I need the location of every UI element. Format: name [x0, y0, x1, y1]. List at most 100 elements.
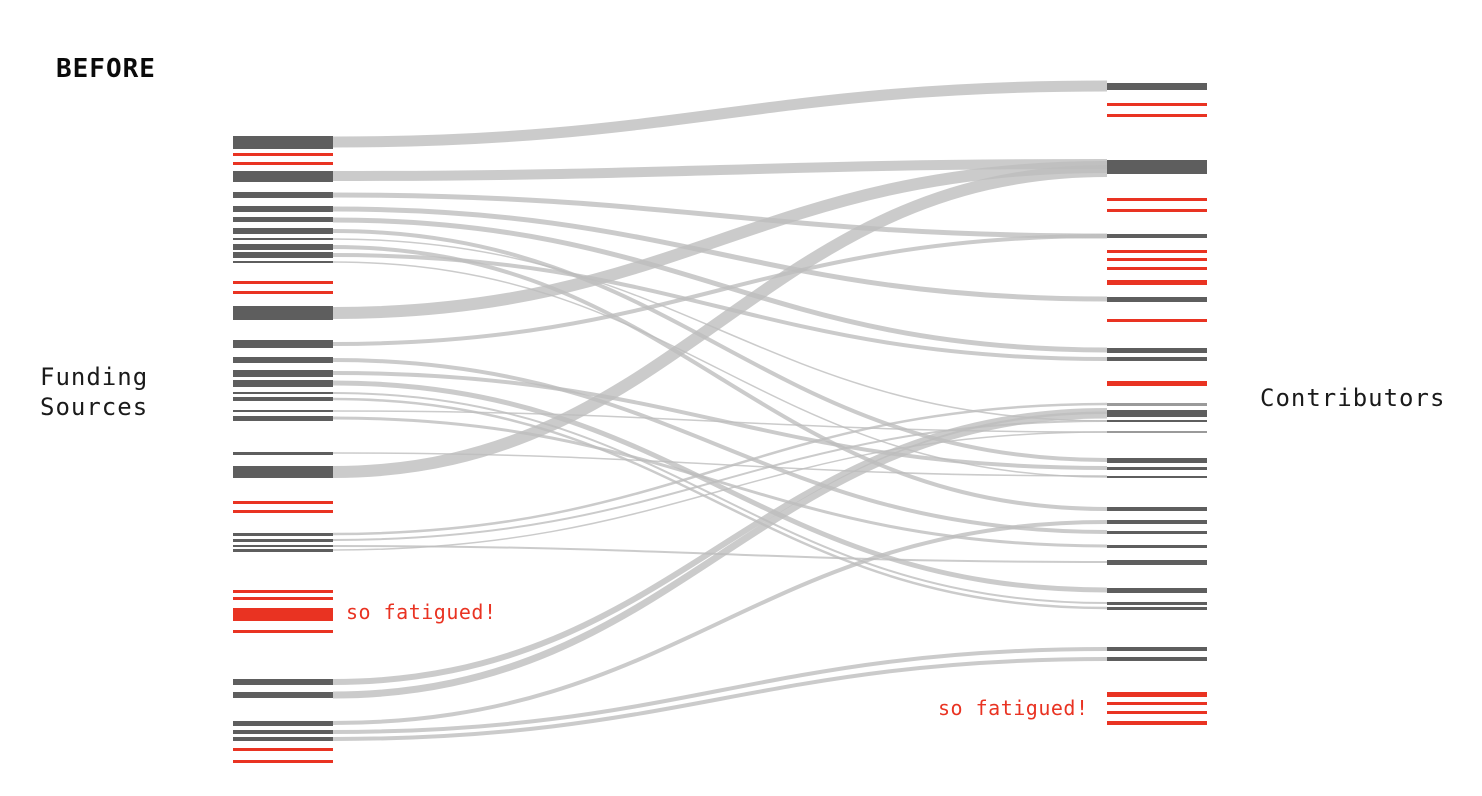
contributor-node-24 [1107, 520, 1207, 524]
funding-node-32 [233, 597, 333, 600]
funding-node-10 [233, 252, 333, 258]
contributor-node-7 [1107, 250, 1207, 253]
funding-node-6 [233, 217, 333, 222]
flow-link-1 [332, 159, 1108, 181]
flow-link-13 [332, 371, 1108, 470]
funding-node-20 [233, 397, 333, 401]
funding-node-19 [233, 392, 333, 394]
funding-node-5 [233, 206, 333, 212]
contributor-node-25 [1107, 531, 1207, 534]
flow-link-21 [332, 402, 1108, 536]
funding-node-22 [233, 416, 333, 421]
flow-link-0 [332, 80, 1108, 148]
flow-link-11 [332, 234, 1108, 346]
funding-node-2 [233, 162, 333, 165]
flow-link-3 [332, 206, 1108, 302]
contributor-node-0 [1107, 83, 1207, 90]
flow-link-2 [332, 192, 1108, 239]
funding-node-17 [233, 370, 333, 377]
contributor-node-2 [1107, 114, 1207, 117]
flow-link-14 [332, 380, 1108, 593]
funding-node-16 [233, 357, 333, 363]
contributor-node-3 [1107, 160, 1207, 174]
contributor-node-1 [1107, 103, 1207, 106]
funding-node-35 [233, 679, 333, 685]
contributor-node-6 [1107, 234, 1207, 238]
funding-node-24 [233, 466, 333, 478]
funding-node-9 [233, 244, 333, 250]
funding-node-29 [233, 545, 333, 547]
contributor-node-12 [1107, 319, 1207, 322]
contributor-node-31 [1107, 647, 1207, 651]
funding-node-1 [233, 153, 333, 156]
flow-link-5 [332, 229, 1108, 462]
contributor-node-29 [1107, 602, 1207, 605]
flow-link-27 [332, 520, 1108, 725]
funding-node-18 [233, 380, 333, 387]
contributor-node-13 [1107, 348, 1207, 353]
funding-node-15 [233, 340, 333, 348]
contributor-node-17 [1107, 410, 1207, 417]
funding-node-27 [233, 533, 333, 536]
fatigued-annotation-left: so fatigued! [346, 600, 497, 624]
funding-node-21 [233, 410, 333, 412]
funding-node-3 [233, 171, 333, 182]
contributor-node-9 [1107, 267, 1207, 270]
contributor-node-33 [1107, 692, 1207, 697]
funding-node-23 [233, 452, 333, 455]
flow-link-28 [332, 647, 1108, 734]
funding-node-25 [233, 501, 333, 504]
contributor-node-4 [1107, 198, 1207, 201]
flow-link-4 [332, 217, 1108, 353]
funding-node-33 [233, 608, 333, 621]
contributor-node-22 [1107, 476, 1207, 478]
funding-node-41 [233, 760, 333, 763]
contributor-node-14 [1107, 357, 1207, 361]
left-column-label: Funding Sources [40, 363, 149, 421]
flow-link-8 [332, 253, 1108, 361]
contributor-node-18 [1107, 420, 1207, 422]
funding-node-14 [233, 306, 333, 320]
contributor-node-23 [1107, 507, 1207, 511]
flow-link-25 [332, 408, 1108, 685]
contributor-node-27 [1107, 560, 1207, 565]
contributor-node-19 [1107, 431, 1207, 433]
funding-node-28 [233, 539, 333, 542]
flow-link-18 [332, 416, 1108, 548]
flow-link-15 [332, 392, 1108, 604]
contributor-node-32 [1107, 657, 1207, 661]
flow-link-26 [332, 411, 1108, 699]
flow-link-29 [332, 657, 1108, 741]
contributor-node-35 [1107, 711, 1207, 714]
funding-node-30 [233, 549, 333, 552]
contributor-node-15 [1107, 381, 1207, 386]
contributor-node-8 [1107, 258, 1207, 261]
flow-link-9 [332, 261, 1108, 478]
contributor-node-34 [1107, 702, 1207, 705]
funding-node-34 [233, 630, 333, 633]
funding-node-0 [233, 136, 333, 149]
contributor-node-36 [1107, 721, 1207, 725]
contributor-node-30 [1107, 607, 1207, 610]
funding-node-8 [233, 238, 333, 240]
contributor-node-10 [1107, 280, 1207, 285]
contributor-node-26 [1107, 545, 1207, 548]
funding-node-31 [233, 590, 333, 593]
funding-node-26 [233, 510, 333, 513]
contributor-node-16 [1107, 403, 1207, 406]
funding-node-40 [233, 748, 333, 751]
funding-node-4 [233, 192, 333, 198]
flow-link-22 [332, 420, 1108, 541]
contributor-node-28 [1107, 588, 1207, 593]
contributor-node-20 [1107, 458, 1207, 463]
contributor-node-21 [1107, 467, 1207, 470]
flow-link-16 [332, 397, 1108, 610]
funding-node-11 [233, 261, 333, 263]
funding-node-38 [233, 730, 333, 734]
flow-link-24 [332, 431, 1108, 551]
fatigued-annotation-right: so fatigued! [938, 696, 1089, 720]
chart-title: BEFORE [56, 54, 156, 84]
flow-link-10 [332, 161, 1108, 319]
